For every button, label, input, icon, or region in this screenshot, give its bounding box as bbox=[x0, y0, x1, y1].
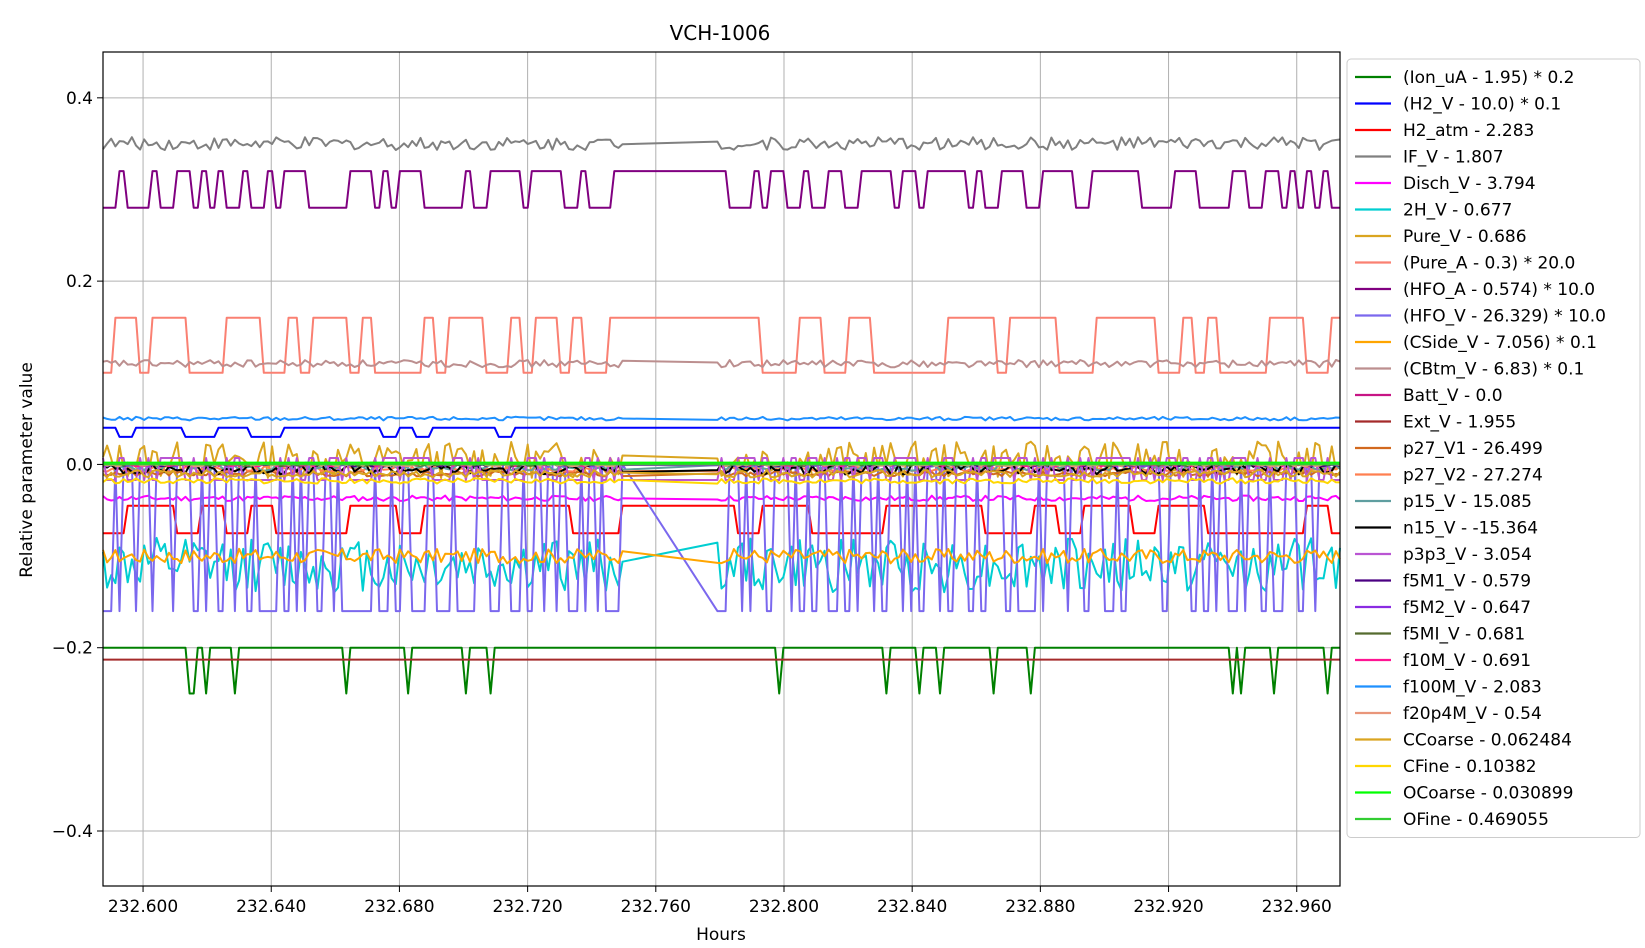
legend-entry: 2H_V - 0.677 bbox=[1403, 201, 1512, 221]
axes: 232.600 232.640 232.680 232.720 232.760 232.8… bbox=[52, 89, 1332, 917]
series-line bbox=[103, 426, 1340, 438]
series-line bbox=[103, 316, 1340, 374]
y-tick-label: 0.0 bbox=[66, 455, 93, 475]
series-line bbox=[102, 468, 1341, 479]
legend-entry: (H2_V - 10.0) * 0.1 bbox=[1403, 95, 1561, 115]
legend-entry: f100M_V - 2.083 bbox=[1403, 678, 1542, 698]
legend-entry: n15_V - -15.364 bbox=[1403, 519, 1538, 539]
series-line bbox=[103, 170, 1340, 209]
series-line bbox=[102, 415, 1341, 422]
x-tick-label: 232.760 bbox=[621, 897, 691, 917]
legend-entry: Pure_V - 0.686 bbox=[1403, 227, 1527, 247]
legend-entry: f20p4M_V - 0.54 bbox=[1403, 704, 1542, 724]
legend-entry: (Pure_A - 0.3) * 20.0 bbox=[1403, 254, 1575, 274]
x-tick-label: 232.720 bbox=[492, 897, 562, 917]
chart-title: VCH-1006 bbox=[670, 21, 771, 45]
y-tick-label: 0.2 bbox=[66, 272, 93, 292]
legend-entry: (HFO_A - 0.574) * 10.0 bbox=[1403, 280, 1595, 300]
x-tick-label: 232.640 bbox=[236, 897, 306, 917]
legend-entry: (HFO_V - 26.329) * 10.0 bbox=[1403, 307, 1606, 327]
x-tick-label: 232.960 bbox=[1262, 897, 1332, 917]
series-line bbox=[102, 477, 1341, 485]
legend-entry: Batt_V - 0.0 bbox=[1403, 386, 1503, 406]
x-tick-label: 232.600 bbox=[108, 897, 178, 917]
y-tick-label: −0.4 bbox=[52, 822, 93, 842]
legend-entry: f10M_V - 0.691 bbox=[1403, 651, 1531, 671]
legend-entry: OCoarse - 0.030899 bbox=[1403, 784, 1573, 804]
y-tick-label: 0.4 bbox=[66, 89, 93, 109]
plot-frame bbox=[102, 51, 1341, 887]
legend-entry: H2_atm - 2.283 bbox=[1403, 121, 1534, 141]
x-tick-label: 232.800 bbox=[749, 897, 819, 917]
x-tick-label: 232.880 bbox=[1005, 897, 1075, 917]
legend: (Ion_uA - 1.95) * 0.2 (H2_V - 10.0) * 0.1… bbox=[1346, 58, 1641, 838]
series-line bbox=[102, 359, 1341, 369]
series-line bbox=[103, 646, 1340, 695]
y-axis-label: Relative parameter value bbox=[17, 362, 37, 578]
legend-entry: Disch_V - 3.794 bbox=[1403, 174, 1536, 194]
series-line bbox=[102, 136, 1341, 151]
legend-entry: p27_V1 - 26.499 bbox=[1403, 439, 1543, 459]
legend-entry: (CSide_V - 7.056) * 0.1 bbox=[1403, 333, 1597, 353]
legend-entry: IF_V - 1.807 bbox=[1403, 148, 1504, 168]
legend-entry: f5M2_V - 0.647 bbox=[1403, 598, 1531, 618]
x-tick-label: 232.680 bbox=[364, 897, 434, 917]
series-line bbox=[102, 547, 1341, 565]
x-tick-label: 232.840 bbox=[877, 897, 947, 917]
x-axis-label: Hours bbox=[696, 925, 746, 945]
series-line bbox=[102, 440, 1341, 480]
legend-entry: f5MI_V - 0.681 bbox=[1403, 625, 1525, 645]
legend-entry: (Ion_uA - 1.95) * 0.2 bbox=[1403, 68, 1575, 88]
legend-box bbox=[1346, 58, 1641, 838]
legend-entry: p27_V2 - 27.274 bbox=[1403, 466, 1543, 486]
series-lines bbox=[102, 136, 1341, 695]
legend-entry: p15_V - 15.085 bbox=[1403, 492, 1532, 512]
legend-entry: p3p3_V - 3.054 bbox=[1403, 545, 1532, 565]
legend-entry: CFine - 0.10382 bbox=[1403, 757, 1537, 777]
legend-entry: (CBtm_V - 6.83) * 0.1 bbox=[1403, 360, 1584, 380]
legend-entry: Ext_V - 1.955 bbox=[1403, 413, 1516, 433]
series-line bbox=[102, 536, 1341, 594]
legend-entry: f5M1_V - 0.579 bbox=[1403, 572, 1531, 592]
y-tick-label: −0.2 bbox=[52, 639, 93, 659]
legend-entry: CCoarse - 0.062484 bbox=[1403, 731, 1572, 751]
x-tick-label: 232.920 bbox=[1133, 897, 1203, 917]
legend-entry: OFine - 0.469055 bbox=[1403, 810, 1549, 830]
